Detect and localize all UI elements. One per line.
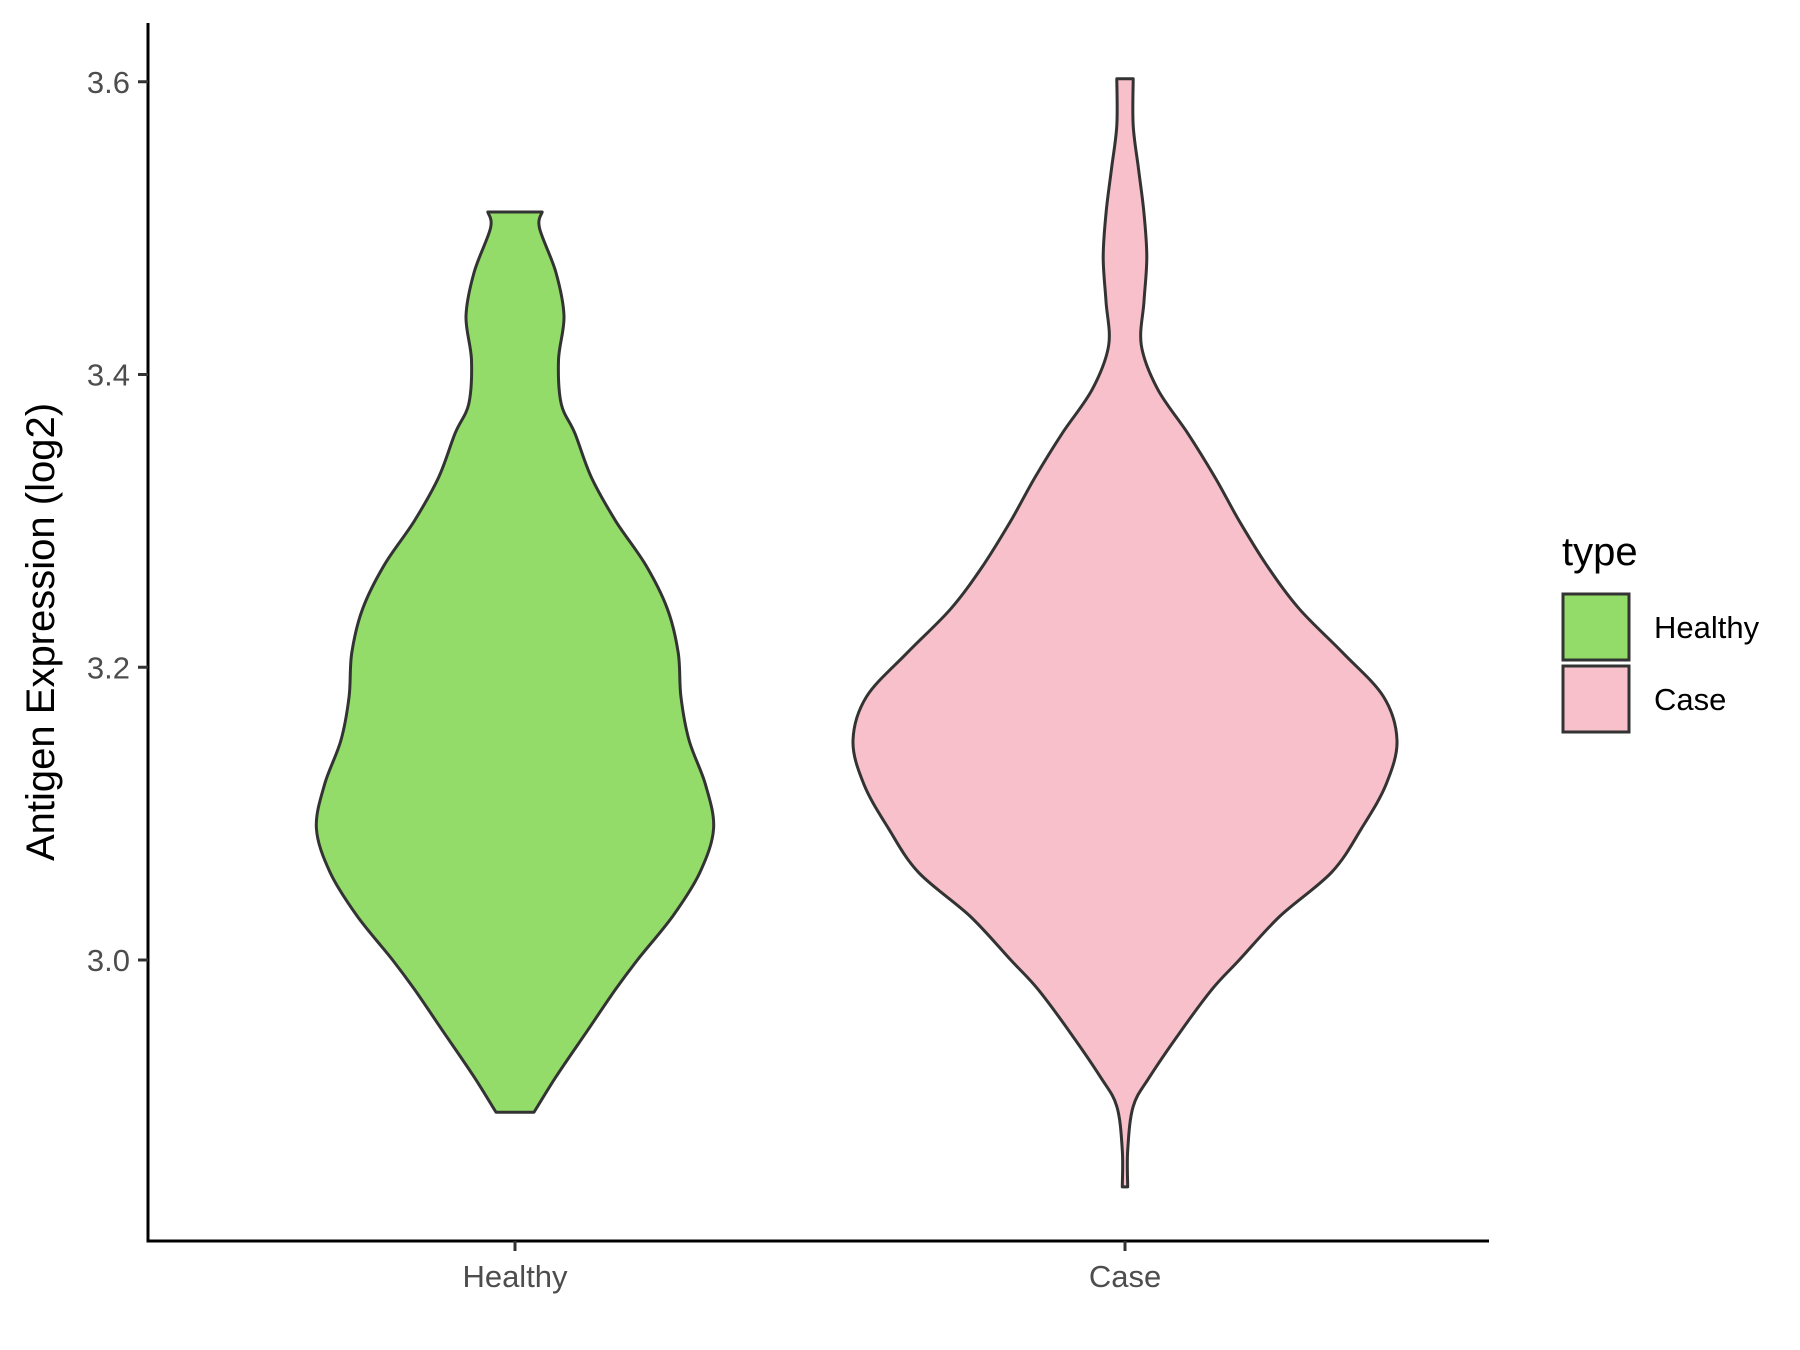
x-axis-ticks: Healthy Case <box>462 1241 1161 1294</box>
legend-title: type <box>1562 530 1638 574</box>
x-tick-label: Case <box>1089 1259 1161 1294</box>
y-tick-label: 3.0 <box>87 943 130 978</box>
y-tick-label: 3.2 <box>87 650 130 685</box>
y-axis-ticks: 3.0 3.2 3.4 3.6 <box>87 65 148 978</box>
y-axis-title: Antigen Expression (log2) <box>19 403 63 861</box>
legend-key-healthy <box>1561 592 1631 662</box>
y-tick-label: 3.4 <box>87 358 130 393</box>
legend-label-healthy: Healthy <box>1654 610 1760 645</box>
x-tick-label: Healthy <box>462 1259 568 1294</box>
legend: type Healthy Case <box>1561 530 1760 734</box>
legend-key-case <box>1561 664 1631 734</box>
violin-healthy <box>314 210 716 1114</box>
violin-case <box>851 77 1399 1189</box>
violins <box>314 77 1399 1189</box>
y-tick-label: 3.6 <box>87 65 130 100</box>
legend-label-case: Case <box>1654 682 1726 717</box>
legend-items: Healthy Case <box>1561 592 1760 734</box>
